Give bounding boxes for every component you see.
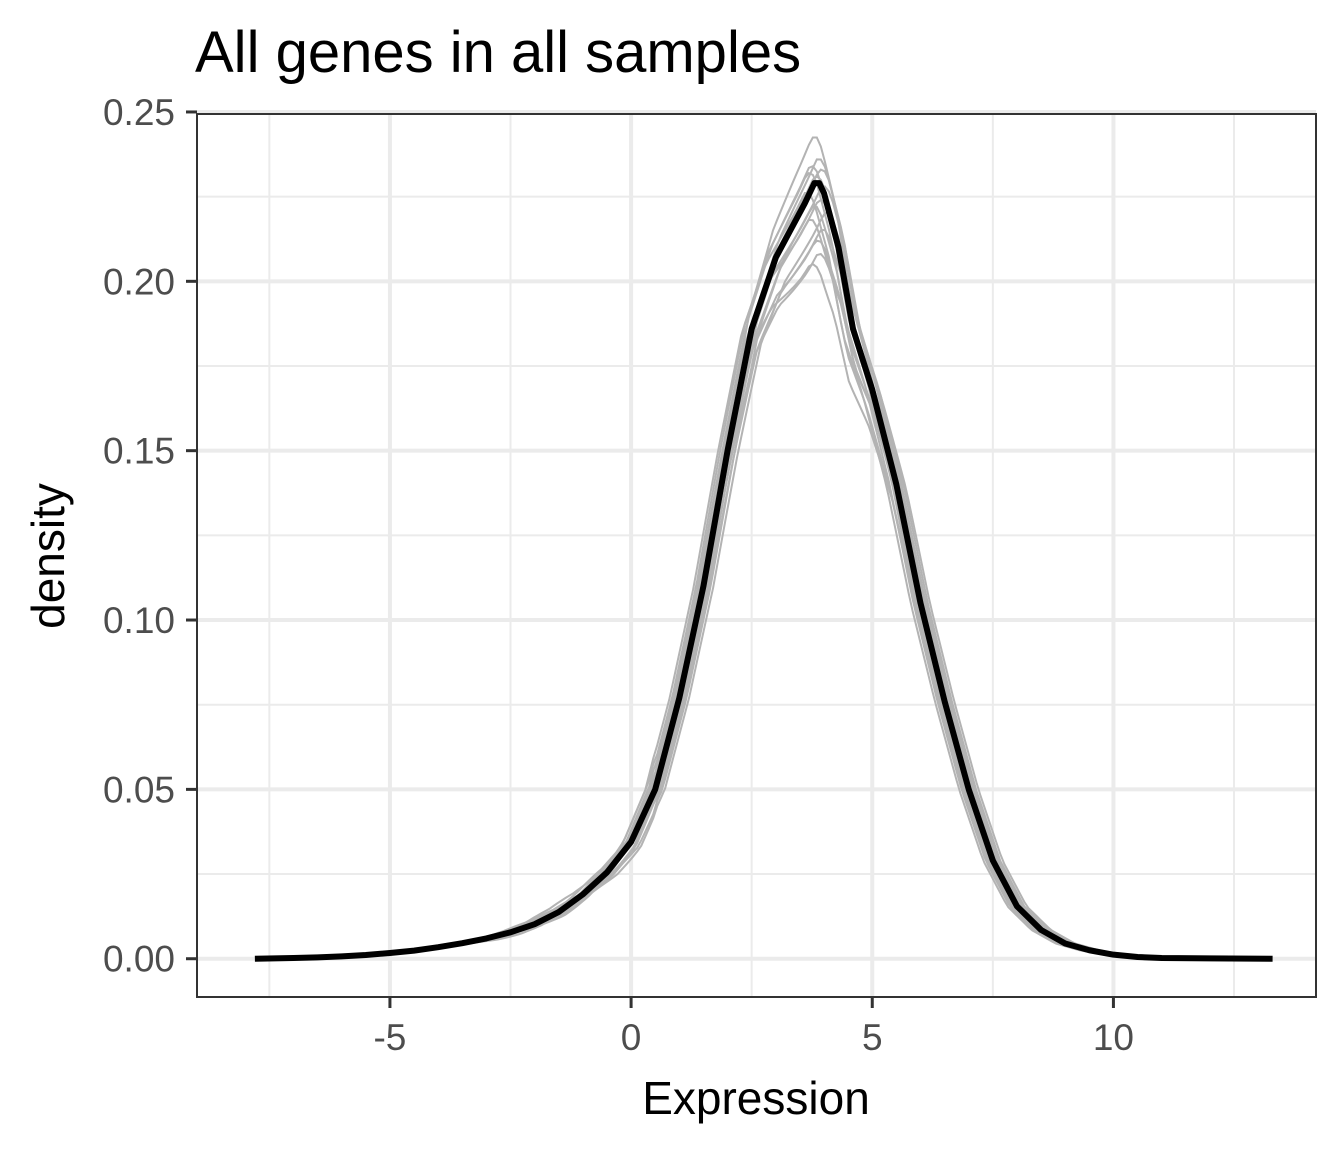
x-tick-label: -5 bbox=[373, 1017, 406, 1058]
y-tick-label: 0.25 bbox=[103, 92, 175, 133]
chart-title: All genes in all samples bbox=[195, 20, 801, 85]
y-tick-label: 0.05 bbox=[103, 769, 175, 810]
y-tick-label: 0.10 bbox=[103, 600, 175, 641]
x-axis-title: Expression bbox=[642, 1072, 870, 1124]
x-tick-label: 5 bbox=[862, 1017, 883, 1058]
plot-panel-border bbox=[196, 113, 1317, 998]
y-tick-label: 0.20 bbox=[103, 261, 175, 302]
y-axis: 0.00 0.05 0.10 0.15 0.20 0.25 bbox=[103, 92, 197, 980]
plot-panel bbox=[197, 114, 1316, 997]
panel-background bbox=[197, 114, 1316, 997]
summary-density-line bbox=[254, 180, 1273, 962]
x-tick-label: 10 bbox=[1093, 1017, 1134, 1058]
summary-density-path bbox=[254, 180, 1273, 962]
y-tick-label: 0.15 bbox=[103, 431, 175, 472]
panel-border-rect bbox=[196, 113, 1317, 998]
minor-gridlines bbox=[197, 114, 1316, 997]
y-axis-title: density bbox=[22, 483, 74, 629]
x-axis: -5 0 5 10 bbox=[373, 997, 1134, 1058]
x-tick-label: 0 bbox=[621, 1017, 642, 1058]
y-tick-label: 0.00 bbox=[103, 939, 175, 980]
major-gridlines bbox=[197, 109, 1316, 997]
